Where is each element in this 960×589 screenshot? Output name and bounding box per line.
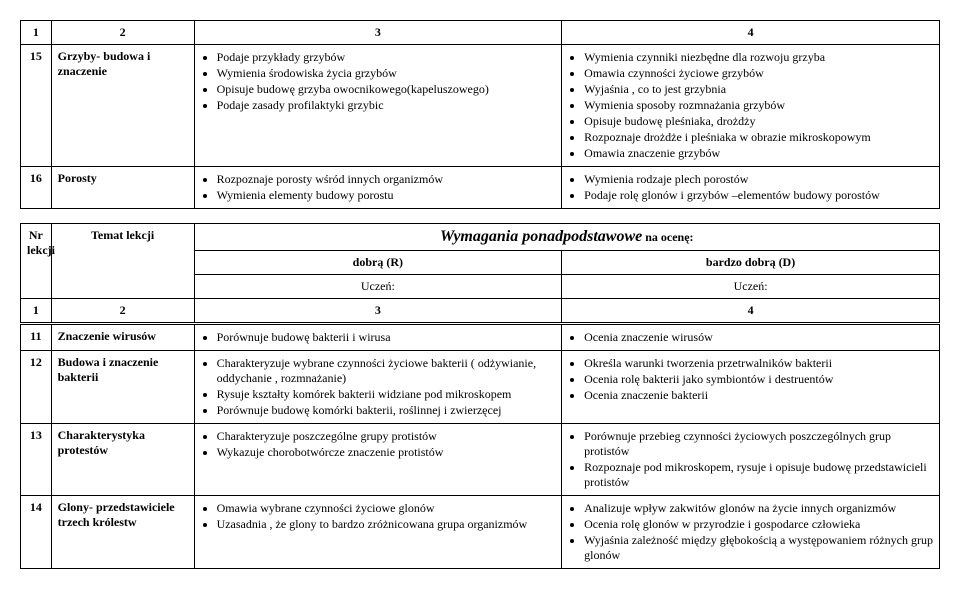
cell-c4: Porównuje przebieg czynności życiowych p…: [562, 424, 940, 496]
header-r: dobrą (R): [194, 251, 562, 275]
header-uczen: Uczeń:: [562, 275, 940, 299]
lesson-topic: Glony- przedstawiciele trzech królestw: [51, 496, 194, 569]
col-header: 2: [51, 299, 194, 324]
list-item: Wyjaśnia , co to jest grzybnia: [584, 82, 933, 97]
list-item: Podaje przykłady grzybów: [217, 50, 556, 65]
list-item: Porównuje budowę bakterii i wirusa: [217, 330, 556, 345]
col-header: 4: [562, 21, 940, 45]
list-item: Porównuje budowę komórki bakterii, rośli…: [217, 403, 556, 418]
col-header: 4: [562, 299, 940, 324]
table-row: 12 Budowa i znaczenie bakterii Charakter…: [21, 351, 940, 424]
table-row: 14 Glony- przedstawiciele trzech królest…: [21, 496, 940, 569]
list-item: Określa warunki tworzenia przetrwalników…: [584, 356, 933, 371]
cell-c4: Określa warunki tworzenia przetrwalników…: [562, 351, 940, 424]
lesson-nr: 14: [21, 496, 52, 569]
col-header: 3: [194, 21, 562, 45]
list-item: Charakteryzuje poszczególne grupy protis…: [217, 429, 556, 444]
table-row: Nr lekcji Temat lekcji Wymagania ponadpo…: [21, 224, 940, 251]
list-item: Wymienia środowiska życia grzybów: [217, 66, 556, 81]
list-item: Rysuje kształty komórek bakterii widzian…: [217, 387, 556, 402]
cell-c3: Rozpoznaje porosty wśród innych organizm…: [194, 167, 562, 209]
cell-c4: Wymienia czynniki niezbędne dla rozwoju …: [562, 45, 940, 167]
lesson-topic: Znaczenie wirusów: [51, 324, 194, 351]
col-header: 1: [21, 299, 52, 324]
col-header: 1: [21, 21, 52, 45]
lesson-nr: 11: [21, 324, 52, 351]
list-item: Rozpoznaje pod mikroskopem, rysuje i opi…: [584, 460, 933, 490]
lesson-nr: 16: [21, 167, 52, 209]
list-item: Wymienia sposoby rozmnażania grzybów: [584, 98, 933, 113]
cell-c3: Porównuje budowę bakterii i wirusa: [194, 324, 562, 351]
lesson-topic: Grzyby- budowa i znaczenie: [51, 45, 194, 167]
table-top: 1 2 3 4 15 Grzyby- budowa i znaczenie Po…: [20, 20, 940, 209]
table-row: 11 Znaczenie wirusów Porównuje budowę ba…: [21, 324, 940, 351]
list-item: Wykazuje chorobotwórcze znaczenie protis…: [217, 445, 556, 460]
header-topic: Temat lekcji: [51, 224, 194, 299]
list-item: Rozpoznaje porosty wśród innych organizm…: [217, 172, 556, 187]
cell-c3: Charakteryzuje poszczególne grupy protis…: [194, 424, 562, 496]
list-item: Charakteryzuje wybrane czynności życiowe…: [217, 356, 556, 386]
list-item: Podaje rolę glonów i grzybów –elementów …: [584, 188, 933, 203]
list-item: Uzasadnia , że glony to bardzo zróżnicow…: [217, 517, 556, 532]
cell-c3: Charakteryzuje wybrane czynności życiowe…: [194, 351, 562, 424]
list-item: Ocenia rolę glonów w przyrodzie i gospod…: [584, 517, 933, 532]
cell-c3: Podaje przykłady grzybówWymienia środowi…: [194, 45, 562, 167]
header-d: bardzo dobrą (D): [562, 251, 940, 275]
header-nr: Nr lekcji: [21, 224, 52, 299]
col-header: 2: [51, 21, 194, 45]
list-item: Opisuje budowę pleśniaka, drożdży: [584, 114, 933, 129]
header-title: Wymagania ponadpodstawowe na ocenę:: [194, 224, 939, 251]
title-suffix: na ocenę:: [642, 230, 693, 244]
list-item: Rozpoznaje drożdże i pleśniaka w obrazie…: [584, 130, 933, 145]
col-header: 3: [194, 299, 562, 324]
list-item: Ocenia znaczenie bakterii: [584, 388, 933, 403]
table-row: 1 2 3 4: [21, 299, 940, 324]
list-item: Analizuje wpływ zakwitów glonów na życie…: [584, 501, 933, 516]
list-item: Omawia wybrane czynności życiowe glonów: [217, 501, 556, 516]
list-item: Ocenia rolę bakterii jako symbiontów i d…: [584, 372, 933, 387]
list-item: Porównuje przebieg czynności życiowych p…: [584, 429, 933, 459]
lesson-nr: 13: [21, 424, 52, 496]
list-item: Wymienia elementy budowy porostu: [217, 188, 556, 203]
cell-c4: Analizuje wpływ zakwitów glonów na życie…: [562, 496, 940, 569]
header-uczen: Uczeń:: [194, 275, 562, 299]
list-item: Wymienia czynniki niezbędne dla rozwoju …: [584, 50, 933, 65]
list-item: Wyjaśnia zależność między głębokością a …: [584, 533, 933, 563]
lesson-nr: 12: [21, 351, 52, 424]
title-main: Wymagania ponadpodstawowe: [440, 228, 642, 245]
cell-c4: Wymienia rodzaje plech porostówPodaje ro…: [562, 167, 940, 209]
list-item: Ocenia znaczenie wirusów: [584, 330, 933, 345]
table-row: 15 Grzyby- budowa i znaczenie Podaje prz…: [21, 45, 940, 167]
lesson-nr: 15: [21, 45, 52, 167]
lesson-topic: Porosty: [51, 167, 194, 209]
list-item: Podaje zasady profilaktyki grzybic: [217, 98, 556, 113]
list-item: Wymienia rodzaje plech porostów: [584, 172, 933, 187]
cell-c4: Ocenia znaczenie wirusów: [562, 324, 940, 351]
table-row: 16 Porosty Rozpoznaje porosty wśród inny…: [21, 167, 940, 209]
lesson-topic: Budowa i znaczenie bakterii: [51, 351, 194, 424]
table-row: 13 Charakterystyka protestów Charakteryz…: [21, 424, 940, 496]
cell-c3: Omawia wybrane czynności życiowe glonówU…: [194, 496, 562, 569]
list-item: Omawia znaczenie grzybów: [584, 146, 933, 161]
lesson-topic: Charakterystyka protestów: [51, 424, 194, 496]
table-row: 1 2 3 4: [21, 21, 940, 45]
list-item: Opisuje budowę grzyba owocnikowego(kapel…: [217, 82, 556, 97]
table-bottom: Nr lekcji Temat lekcji Wymagania ponadpo…: [20, 223, 940, 569]
list-item: Omawia czynności życiowe grzybów: [584, 66, 933, 81]
